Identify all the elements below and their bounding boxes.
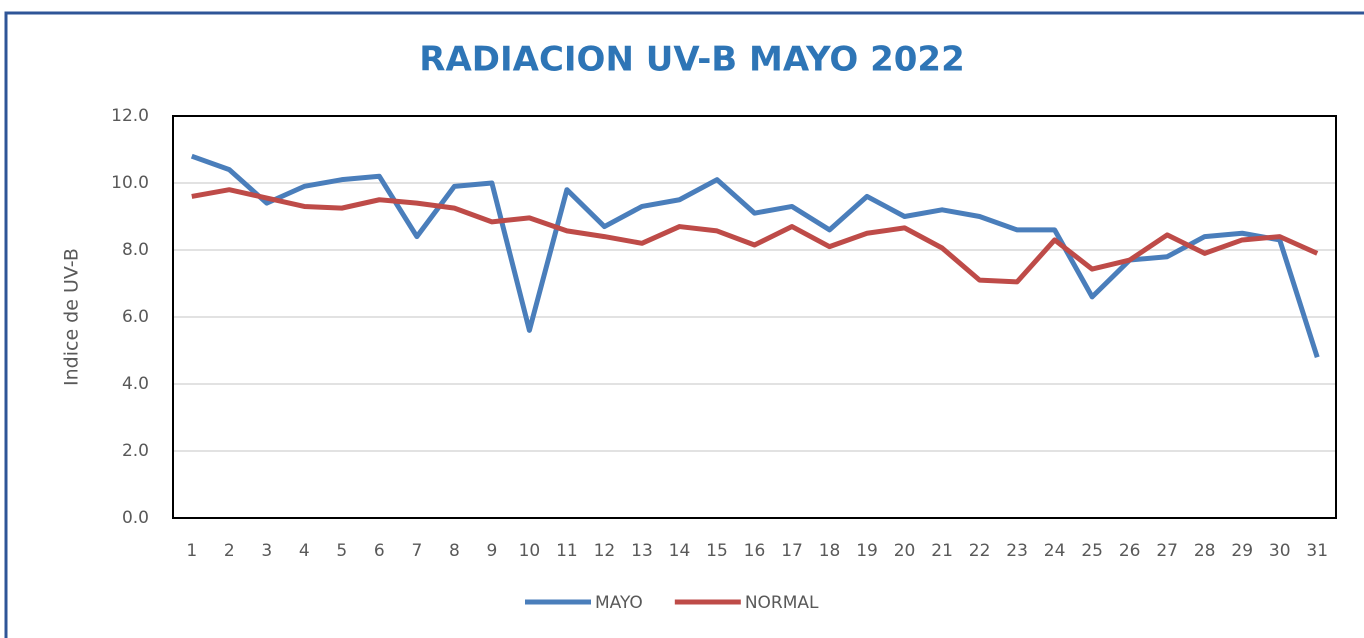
x-tick-label: 29 xyxy=(1231,541,1253,561)
x-tick-label: 10 xyxy=(519,541,541,561)
series-line xyxy=(191,187,1319,285)
y-tick-label: 8.0 xyxy=(122,240,149,260)
x-tick-label: 31 xyxy=(1306,541,1328,561)
x-tick-label: 24 xyxy=(1044,541,1066,561)
x-tick-label: 20 xyxy=(894,541,916,561)
x-tick-label: 22 xyxy=(969,541,991,561)
x-tick-label: 16 xyxy=(744,541,766,561)
y-tick-label: 12.0 xyxy=(111,106,149,126)
x-tick-label: 25 xyxy=(1081,541,1103,561)
x-tick-label: 14 xyxy=(669,541,691,561)
y-tick-label: 4.0 xyxy=(122,374,149,394)
x-tick-label: 6 xyxy=(374,541,385,561)
x-tick-label: 23 xyxy=(1006,541,1028,561)
chart-frame xyxy=(4,11,1364,638)
x-tick-label: 11 xyxy=(556,541,578,561)
y-tick-label: 0.0 xyxy=(122,508,149,528)
y-tick-label: 6.0 xyxy=(122,307,149,327)
x-tick-label: 12 xyxy=(594,541,616,561)
x-tick-label: 17 xyxy=(781,541,803,561)
chart-title: RADIACION UV-B MAYO 2022 xyxy=(419,40,964,80)
x-tick-label: 4 xyxy=(299,541,310,561)
x-tick-label: 18 xyxy=(819,541,841,561)
x-tick-label: 1 xyxy=(186,541,197,561)
x-tick-label: 5 xyxy=(336,541,347,561)
x-tick-label: 9 xyxy=(486,541,497,561)
y-tick-label: 2.0 xyxy=(122,441,149,461)
x-tick-label: 13 xyxy=(631,541,653,561)
x-tick-label: 2 xyxy=(224,541,235,561)
x-tick-label: 3 xyxy=(261,541,272,561)
x-tick-label: 30 xyxy=(1269,541,1291,561)
x-tick-label: 19 xyxy=(856,541,878,561)
plot-border xyxy=(172,115,1337,519)
x-tick-label: 21 xyxy=(931,541,953,561)
x-tick-label: 15 xyxy=(706,541,728,561)
x-tick-label: 28 xyxy=(1194,541,1216,561)
x-tick-label: 7 xyxy=(411,541,422,561)
x-tick-label: 8 xyxy=(449,541,460,561)
legend-label: NORMAL xyxy=(745,593,819,613)
legend-label: MAYO xyxy=(595,593,643,613)
x-tick-label: 26 xyxy=(1119,541,1141,561)
y-axis-label: Indice de UV-B xyxy=(61,248,83,386)
y-tick-label: 10.0 xyxy=(111,173,149,193)
x-tick-label: 27 xyxy=(1156,541,1178,561)
